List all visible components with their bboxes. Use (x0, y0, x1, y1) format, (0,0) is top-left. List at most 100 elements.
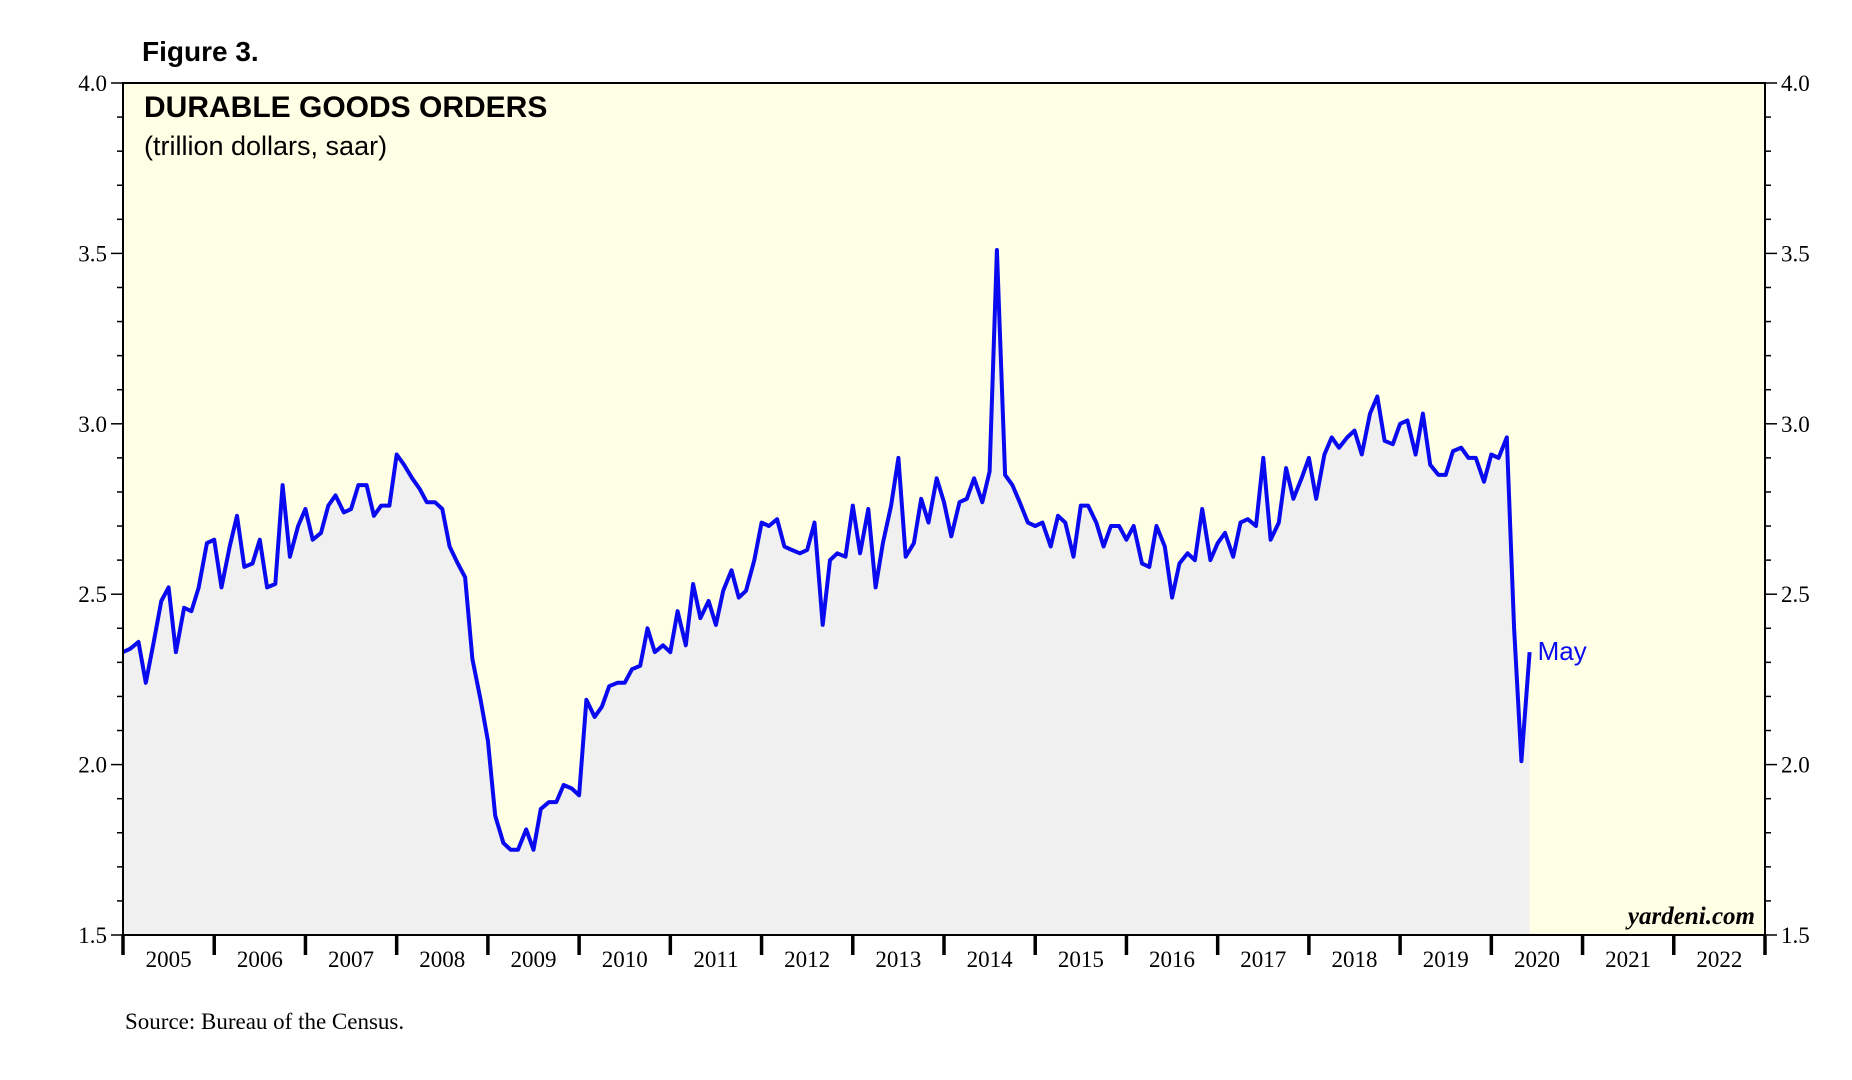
data-point (1315, 497, 1318, 500)
data-point (258, 538, 261, 541)
data-point (737, 596, 740, 599)
data-point (912, 542, 915, 545)
data-point (486, 739, 489, 742)
y-tick-label-right: 2.5 (1781, 582, 1810, 607)
data-point (1391, 443, 1394, 446)
data-point (1201, 508, 1204, 511)
data-point (220, 586, 223, 589)
data-point (593, 715, 596, 718)
y-axis-left: 1.5 2.0 2.5 3.0 3.5 4.0 (78, 71, 123, 948)
data-point (981, 501, 984, 504)
data-point (1467, 456, 1470, 459)
y-tick-label-left: 1.5 (78, 923, 107, 948)
data-point (288, 555, 291, 558)
data-point (639, 664, 642, 667)
figure-label: Figure 3. (142, 36, 259, 67)
x-tick-label: 2008 (419, 947, 465, 972)
data-point (1034, 525, 1037, 528)
data-point (798, 552, 801, 555)
y-axis-right: 1.5 2.0 2.5 3.0 3.5 4.0 (1765, 71, 1810, 948)
data-point (350, 508, 353, 511)
data-point (950, 535, 953, 538)
data-point (646, 627, 649, 630)
data-point (1520, 760, 1523, 763)
data-point (1444, 473, 1447, 476)
data-point (517, 848, 520, 851)
data-point (1414, 453, 1417, 456)
data-point (1497, 456, 1500, 459)
data-point (1118, 525, 1121, 528)
data-point (631, 668, 634, 671)
source-note: Source: Bureau of the Census. (125, 1009, 404, 1034)
data-point (608, 685, 611, 688)
data-point (1095, 521, 1098, 524)
x-tick-label: 2010 (602, 947, 648, 972)
data-point (662, 644, 665, 647)
data-point (1246, 518, 1249, 521)
data-point (722, 589, 725, 592)
y-tick-label-left: 2.5 (78, 582, 107, 607)
data-point (813, 521, 816, 524)
data-point (380, 504, 383, 507)
data-point (167, 586, 170, 589)
last-value-label: May (1538, 636, 1587, 666)
y-tick-label-right: 2.0 (1781, 753, 1810, 778)
data-point (1087, 504, 1090, 507)
data-point (881, 542, 884, 545)
data-point (1338, 446, 1341, 449)
data-point (456, 562, 459, 565)
x-tick-label: 2018 (1332, 947, 1378, 972)
data-point (1300, 477, 1303, 480)
data-point (1141, 562, 1144, 565)
data-point (1399, 422, 1402, 425)
data-point (707, 600, 710, 603)
x-tick-label: 2011 (693, 947, 738, 972)
data-point (1178, 562, 1181, 565)
data-point (616, 681, 619, 684)
x-tick-label: 2007 (328, 947, 374, 972)
data-point (578, 794, 581, 797)
data-point (525, 828, 528, 831)
y-tick-label-left: 3.0 (78, 412, 107, 437)
data-point (1490, 453, 1493, 456)
data-point (1057, 514, 1060, 517)
data-point (1307, 456, 1310, 459)
data-point (441, 508, 444, 511)
series-layer (122, 248, 1532, 935)
data-point (160, 600, 163, 603)
y-tick-label-left: 2.0 (78, 753, 107, 778)
data-point (425, 501, 428, 504)
data-point (464, 576, 467, 579)
data-point (1171, 596, 1174, 599)
data-point (935, 477, 938, 480)
data-point (1155, 525, 1158, 528)
data-point (1474, 456, 1477, 459)
data-point (266, 586, 269, 589)
y-tick-label-left: 4.0 (78, 71, 107, 96)
data-point (753, 559, 756, 562)
data-point (806, 548, 809, 551)
data-point (1376, 395, 1379, 398)
data-point (1323, 453, 1326, 456)
x-tick-label: 2006 (237, 947, 283, 972)
data-point (1079, 504, 1082, 507)
x-tick-label: 2015 (1058, 947, 1104, 972)
data-point (502, 842, 505, 845)
data-point (1483, 480, 1486, 483)
data-point (1292, 497, 1295, 500)
data-point (1262, 456, 1265, 459)
data-point (1018, 501, 1021, 504)
y-tick-label-left: 3.5 (78, 241, 107, 266)
data-point (1346, 436, 1349, 439)
data-point (653, 651, 656, 654)
data-point (1437, 473, 1440, 476)
data-point (532, 848, 535, 851)
data-point (1277, 521, 1280, 524)
y-tick-label-right: 3.0 (1781, 412, 1810, 437)
data-point (327, 504, 330, 507)
data-point (494, 814, 497, 817)
data-point (943, 501, 946, 504)
data-point (213, 538, 216, 541)
data-point (1072, 555, 1075, 558)
data-point (844, 555, 847, 558)
